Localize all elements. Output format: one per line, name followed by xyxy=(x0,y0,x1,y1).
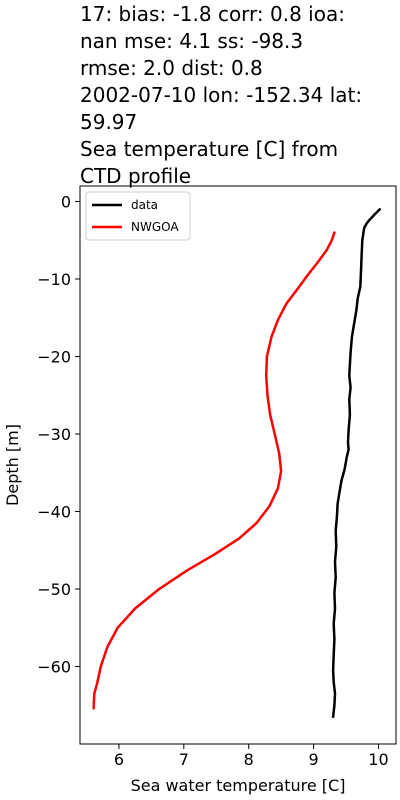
x-tick-label: 8 xyxy=(244,750,254,769)
x-tick-label: 9 xyxy=(308,750,318,769)
x-axis-label: Sea water temperature [C] xyxy=(131,776,346,795)
y-tick-label: −40 xyxy=(37,503,71,522)
y-tick-label: −10 xyxy=(37,270,71,289)
series-line-data xyxy=(331,208,382,719)
x-tick-label: 6 xyxy=(114,750,124,769)
ticks-layer: 6 7 8 9 10 0 −10 −20 −30 −40 −50 −60 xyxy=(37,193,388,770)
legend-label-data: data xyxy=(131,198,158,212)
y-tick-label: −30 xyxy=(37,425,71,444)
series-layer xyxy=(92,208,382,719)
x-tick-label: 7 xyxy=(179,750,189,769)
y-tick-label: −50 xyxy=(37,580,71,599)
legend: data NWGOA xyxy=(85,191,191,241)
series-line-nwgoa xyxy=(92,231,336,710)
plot-frame xyxy=(79,185,397,745)
legend-label-nwgoa: NWGOA xyxy=(131,220,179,234)
y-tick-label: 0 xyxy=(61,193,71,212)
chart-title: 17: bias: -1.8 corr: 0.8 ioa: nan mse: 4… xyxy=(80,2,363,188)
x-tick-label: 10 xyxy=(368,750,388,769)
y-axis-label: Depth [m] xyxy=(3,424,22,506)
y-tick-label: −20 xyxy=(37,348,71,367)
y-tick-label: −60 xyxy=(37,658,71,677)
